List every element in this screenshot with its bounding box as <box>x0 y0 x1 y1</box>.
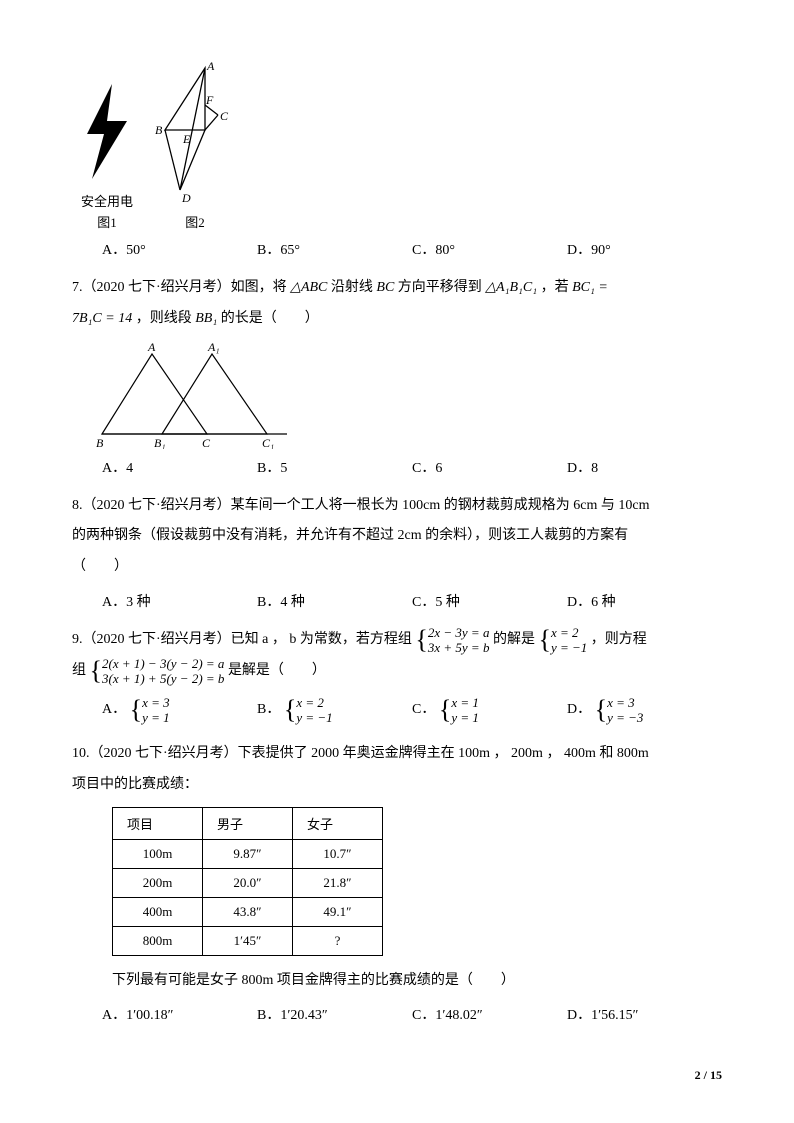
q7-mid2: 方向平移得到 <box>398 280 486 295</box>
q7-prefix: 7.（2020 七下·绍兴月考）如图，将 <box>72 280 290 295</box>
q7-choice-c[interactable]: C．6 <box>412 457 567 477</box>
q8-line3: （ ） <box>72 559 128 574</box>
svg-text:B: B <box>96 436 104 449</box>
q9-pre: 9.（2020 七下·绍兴月考）已知 a ， b 为常数，若方程组 <box>72 632 415 647</box>
q10-choice-b[interactable]: B．1′20.43″ <box>257 1004 412 1024</box>
q8-line1: 8.（2020 七下·绍兴月考）某车间一个工人将一根长为 100cm 的钢材裁剪… <box>72 498 649 513</box>
table-row: 400m43.8″49.1″ <box>113 897 383 926</box>
q8-choice-a[interactable]: A．3 种 <box>102 591 257 611</box>
q6-choice-d[interactable]: D．90° <box>567 239 722 259</box>
figure-1-caption: 图1 <box>72 212 142 231</box>
q7-bc: BC <box>376 280 394 295</box>
svg-text:A: A <box>206 60 215 73</box>
q6-choice-a[interactable]: A．50° <box>102 239 257 259</box>
figure-1: 安全用电 图1 <box>72 79 142 231</box>
q9-choice-b[interactable]: B． {x = 2y = −1 <box>257 695 412 725</box>
table-row: 100m9.87″10.7″ <box>113 839 383 868</box>
q9-mid1: 的解是 <box>493 632 539 647</box>
q8-choice-b[interactable]: B．4 种 <box>257 591 412 611</box>
q9-mid2: ，则方程 <box>591 632 647 647</box>
table-row: 800m1′45″? <box>113 926 383 955</box>
q7-tri2: △A₁B₁C₁ <box>485 280 537 295</box>
q7-figure: A A₁ B B₁ C C₁ <box>92 339 722 449</box>
figure-2: A B C D E F 图2 <box>150 60 240 231</box>
figure-1-caption-top: 安全用电 <box>72 191 142 210</box>
q6-choice-b[interactable]: B．65° <box>257 239 412 259</box>
q7-choice-a[interactable]: A．4 <box>102 457 257 477</box>
translated-triangles-icon: A A₁ B B₁ C C₁ <box>92 339 302 449</box>
q9-choice-c[interactable]: C． {x = 1y = 1 <box>412 695 567 725</box>
q9-choices: A． {x = 3y = 1 B． {x = 2y = −1 C． {x = 1… <box>102 695 722 725</box>
q7-choice-b[interactable]: B．5 <box>257 457 412 477</box>
svg-text:E: E <box>182 132 191 146</box>
q7-bb1: BB₁ <box>195 311 217 326</box>
figure-row-q6: 安全用电 图1 A B C D E F 图2 <box>72 60 722 231</box>
svg-text:C: C <box>220 109 229 123</box>
q10-line3: 下列最有可能是女子 800m 项目金牌得主的比赛成绩的是（ ） <box>112 966 722 997</box>
q8-choice-d[interactable]: D．6 种 <box>567 591 722 611</box>
table-header-row: 项目 男子 女子 <box>113 807 383 839</box>
q7-mid4: ，则线段 <box>136 311 196 326</box>
q7-tail: 的长是（ ） <box>221 311 319 326</box>
q9-sys1: { 2x − 3y = a3x + 5y = b <box>415 625 489 655</box>
q9-text: 9.（2020 七下·绍兴月考）已知 a ， b 为常数，若方程组 { 2x −… <box>72 625 722 687</box>
q10-line1: 10.（2020 七下·绍兴月考）下表提供了 2000 年奥运金牌得主在 100… <box>72 746 649 761</box>
q7-choices: A．4 B．5 C．6 D．8 <box>102 457 722 477</box>
q10-line2: 项目中的比赛成绩： <box>72 777 198 792</box>
q10-choices: A．1′00.18″ B．1′20.43″ C．1′48.02″ D．1′56.… <box>102 1004 722 1024</box>
q7-tri: △ABC <box>290 280 327 295</box>
q9-line2pre: 组 <box>72 663 90 678</box>
q10-table: 项目 男子 女子 100m9.87″10.7″ 200m20.0″21.8″ 4… <box>112 807 383 956</box>
q9-line2tail: 是解是（ ） <box>228 663 326 678</box>
q8-text: 8.（2020 七下·绍兴月考）某车间一个工人将一根长为 100cm 的钢材裁剪… <box>72 491 722 583</box>
q8-choice-c[interactable]: C．5 种 <box>412 591 567 611</box>
q10-text: 10.（2020 七下·绍兴月考）下表提供了 2000 年奥运金牌得主在 100… <box>72 739 722 801</box>
th-project: 项目 <box>113 807 203 839</box>
svg-text:C₁: C₁ <box>262 436 274 449</box>
svg-text:A: A <box>147 340 156 354</box>
q7-choice-d[interactable]: D．8 <box>567 457 722 477</box>
q9-choice-a[interactable]: A． {x = 3y = 1 <box>102 695 257 725</box>
q9-sol1: { x = 2y = −1 <box>538 625 587 655</box>
svg-text:F: F <box>205 93 214 107</box>
q9-sys2: { 2(x + 1) − 3(y − 2) = a3(x + 1) + 5(y … <box>90 656 225 686</box>
q7-line2a: 7B₁C = 14 <box>72 311 132 326</box>
q10-choice-a[interactable]: A．1′00.18″ <box>102 1004 257 1024</box>
q6-choices: A．50° B．65° C．80° D．90° <box>102 239 722 259</box>
svg-text:C: C <box>202 436 211 449</box>
q8-choices: A．3 种 B．4 种 C．5 种 D．6 种 <box>102 591 722 611</box>
q8-line2: 的两种钢条（假设裁剪中没有消耗，并允许有不超过 2cm 的余料），则该工人裁剪的… <box>72 528 628 543</box>
th-male: 男子 <box>203 807 293 839</box>
svg-text:D: D <box>181 191 191 205</box>
q7-text: 7.（2020 七下·绍兴月考）如图，将 △ABC 沿射线 BC 方向平移得到 … <box>72 273 722 335</box>
q10-choice-d[interactable]: D．1′56.15″ <box>567 1004 722 1024</box>
svg-text:A₁: A₁ <box>207 340 220 354</box>
svg-text:B: B <box>155 123 163 137</box>
th-female: 女子 <box>293 807 383 839</box>
q7-mid3: ，若 <box>541 280 573 295</box>
page-number: 2 / 15 <box>695 1068 722 1083</box>
q10-choice-c[interactable]: C．1′48.02″ <box>412 1004 567 1024</box>
q7-eq1: BC₁ = <box>572 280 608 295</box>
figure-2-caption: 图2 <box>150 212 240 231</box>
triangle-diagram-icon: A B C D E F <box>150 60 240 210</box>
lightning-icon <box>72 79 142 189</box>
svg-text:B₁: B₁ <box>154 436 166 449</box>
q9-choice-d[interactable]: D． {x = 3y = −3 <box>567 695 722 725</box>
table-row: 200m20.0″21.8″ <box>113 868 383 897</box>
q7-mid1: 沿射线 <box>331 280 377 295</box>
q6-choice-c[interactable]: C．80° <box>412 239 567 259</box>
